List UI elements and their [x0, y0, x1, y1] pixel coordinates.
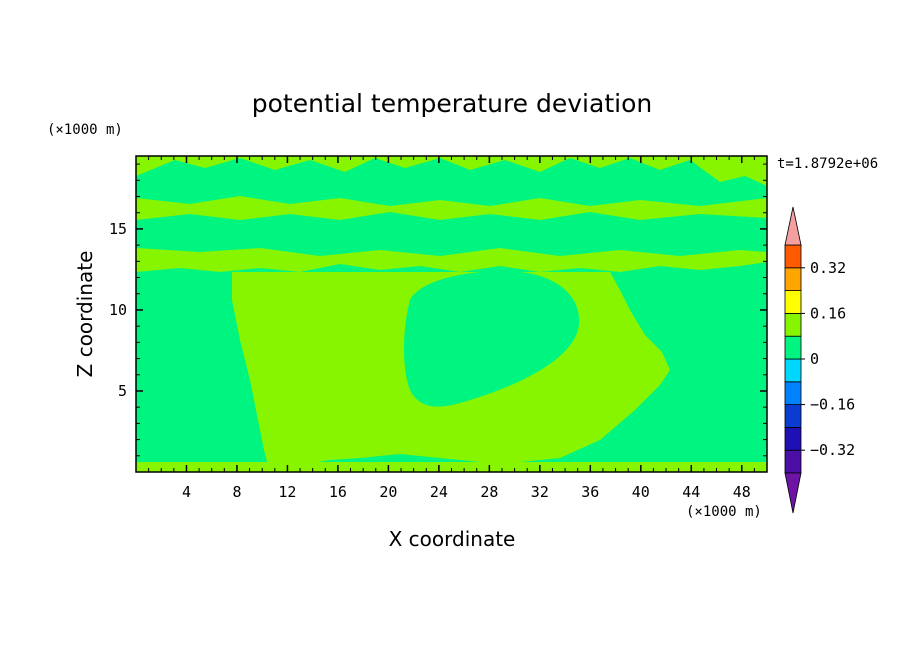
colorbar-label: −0.32 — [810, 441, 855, 459]
colorbar-segment — [784, 358, 802, 383]
y-axis-ticks: 5 10 15 — [109, 163, 767, 457]
x-tick-label-8: 8 — [232, 483, 241, 501]
field-contours — [136, 156, 767, 472]
colorbar-label: −0.16 — [810, 396, 855, 414]
x-tick-label-20: 20 — [379, 483, 397, 501]
x-tick-label-4: 4 — [182, 483, 191, 501]
colorbar-over-arrow — [784, 206, 802, 246]
x-tick-label-36: 36 — [581, 483, 599, 501]
y-axis-title: Z coordinate — [73, 251, 97, 378]
x-tick-label-40: 40 — [632, 483, 650, 501]
chart-title: potential temperature deviation — [252, 89, 652, 118]
colorbar-segment — [784, 381, 802, 405]
contour-strat-band — [136, 196, 767, 220]
contour-low-band — [136, 248, 767, 272]
x-unit-label: (×1000 m) — [686, 504, 762, 520]
x-tick-label-44: 44 — [682, 483, 700, 501]
colorbar-under-arrow — [784, 472, 802, 514]
x-tick-label-12: 12 — [278, 483, 296, 501]
time-label: t=1.8792e+06 — [777, 156, 878, 172]
contour-bottom-strip — [136, 462, 767, 472]
y-tick-label-5: 5 — [118, 382, 127, 400]
colorbar-segment — [784, 449, 802, 474]
x-axis-title: X coordinate — [389, 527, 516, 551]
contour-upper-band — [136, 156, 767, 186]
colorbar-segment — [784, 335, 802, 360]
y-unit-label: (×1000 m) — [47, 122, 123, 138]
colorbar-segment — [784, 426, 802, 451]
x-tick-label-16: 16 — [329, 483, 347, 501]
colorbar-segment — [784, 312, 802, 337]
colorbar: 0.32 0.16 0 −0.16 −0.32 — [784, 206, 855, 514]
colorbar-segment — [784, 244, 802, 269]
y-tick-label-15: 15 — [109, 220, 127, 238]
stratospheric-stripes — [136, 227, 767, 239]
x-tick-label-28: 28 — [480, 483, 498, 501]
colorbar-segment — [784, 267, 802, 291]
x-tick-label-24: 24 — [430, 483, 448, 501]
colorbar-label: 0.32 — [810, 259, 846, 277]
x-tick-label-48: 48 — [733, 483, 751, 501]
contour-cell-center — [404, 271, 580, 407]
colorbar-label: 0 — [810, 350, 819, 368]
colorbar-label: 0.16 — [810, 304, 846, 322]
y-tick-label-10: 10 — [109, 301, 127, 319]
x-axis-ticks: 4 8 12 16 20 24 28 32 36 40 44 48 — [148, 156, 755, 501]
colorbar-segment — [784, 404, 802, 428]
x-tick-label-32: 32 — [531, 483, 549, 501]
colorbar-segment — [784, 290, 802, 314]
